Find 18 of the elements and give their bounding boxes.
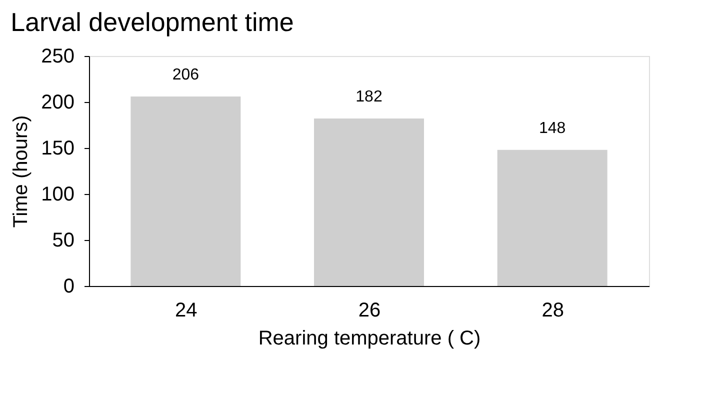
data-label: 148 [538, 120, 566, 137]
data-label: 182 [356, 88, 382, 106]
chart-title: Larval development time [10, 7, 294, 37]
x-tick-label: 28 [542, 300, 564, 322]
y-tick-label: 50 [52, 230, 74, 252]
bar [314, 118, 424, 286]
x-axis-title: Rearing temperature ( C) [258, 328, 481, 350]
x-tick-label: 26 [358, 300, 381, 322]
y-tick-label: 100 [41, 184, 74, 206]
y-tick-label: 150 [41, 138, 74, 160]
data-label: 206 [172, 66, 200, 84]
bar [497, 150, 608, 286]
y-axis-title: Time (hours) [10, 115, 32, 228]
bar [130, 96, 241, 286]
y-tick-label: 250 [41, 46, 74, 68]
x-tick-label: 24 [175, 300, 198, 322]
y-tick-label: 200 [41, 92, 74, 114]
y-tick-label: 0 [63, 276, 74, 298]
